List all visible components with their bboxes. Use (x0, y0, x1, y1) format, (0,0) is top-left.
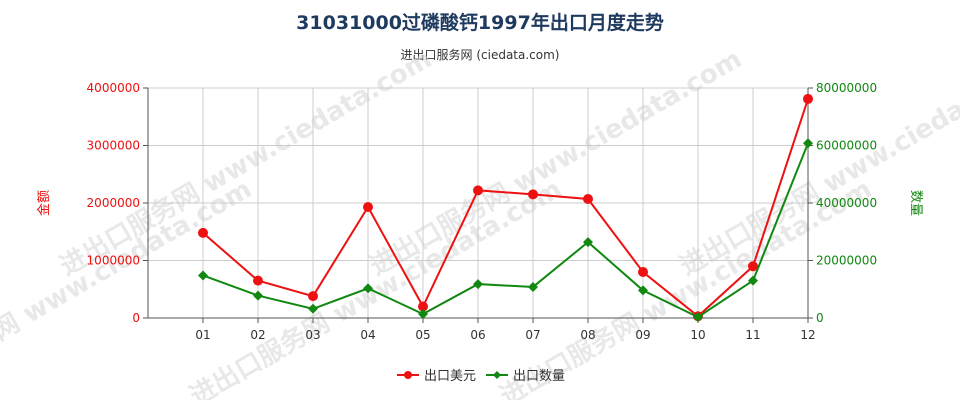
x-tick-label: 06 (470, 328, 485, 342)
x-tick-label: 11 (745, 328, 760, 342)
watermark-text: 进出口服务网 www.ciedata.com (55, 44, 437, 282)
left-tick-label: 0 (132, 311, 140, 325)
data-point-quantity (308, 303, 318, 314)
data-point-quantity (748, 275, 758, 286)
data-point-usd (308, 291, 318, 302)
legend-marker (493, 371, 501, 379)
data-point-quantity (638, 285, 648, 296)
data-point-quantity (473, 279, 483, 290)
series-line-quantity (202, 142, 809, 319)
data-point-quantity (583, 237, 593, 248)
legend-label: 出口美元 (424, 369, 476, 384)
x-tick-label: 04 (360, 328, 375, 342)
legend-label: 出口数量 (513, 369, 565, 384)
data-point-usd (638, 267, 648, 277)
x-tick-label: 08 (580, 328, 595, 342)
data-point-quantity (253, 290, 263, 301)
watermark-text: 进出口服务网 www.ciedata.com (365, 44, 747, 282)
right-tick-label: 40000000 (816, 196, 877, 210)
right-tick-label: 60000000 (816, 139, 877, 153)
data-point-quantity (693, 312, 703, 323)
data-point-usd (803, 93, 813, 104)
x-tick-label: 07 (525, 328, 540, 342)
data-point-quantity (803, 138, 813, 149)
left-tick-label: 3000000 (87, 139, 140, 153)
left-axis-title: 金额 (36, 190, 52, 216)
x-tick-label: 12 (800, 328, 815, 342)
legend: 出口美元 出口数量 (397, 369, 565, 384)
series-line-usd (202, 98, 809, 318)
data-point-quantity (528, 281, 538, 292)
x-tick-label: 01 (195, 328, 210, 342)
legend-marker (404, 371, 412, 379)
chart-subtitle: 进出口服务网 (ciedata.com) (400, 48, 560, 62)
right-tick-label: 20000000 (816, 254, 877, 268)
right-tick-label: 0 (816, 311, 824, 325)
left-tick-label: 1000000 (87, 254, 140, 268)
data-point-usd (363, 202, 373, 213)
x-tick-label: 02 (250, 328, 265, 342)
left-tick-label: 2000000 (87, 196, 140, 210)
data-point-usd (528, 189, 538, 200)
right-axis-title: 数量 (908, 190, 923, 216)
x-tick-label: 05 (415, 328, 430, 342)
data-point-usd (748, 261, 758, 272)
chart-title: 31031000过磷酸钙1997年出口月度走势 (296, 12, 664, 34)
data-point-quantity (198, 270, 208, 281)
data-point-usd (583, 193, 593, 204)
x-tick-label: 10 (690, 328, 705, 342)
data-point-usd (473, 185, 483, 196)
x-tick-label: 03 (305, 328, 320, 342)
data-point-quantity (418, 308, 428, 319)
left-tick-label: 4000000 (87, 81, 140, 95)
right-tick-label: 80000000 (816, 81, 877, 95)
data-point-quantity (363, 283, 373, 294)
data-point-usd (418, 301, 428, 312)
data-point-usd (198, 227, 208, 238)
x-tick-label: 09 (635, 328, 650, 342)
data-point-usd (253, 275, 263, 286)
